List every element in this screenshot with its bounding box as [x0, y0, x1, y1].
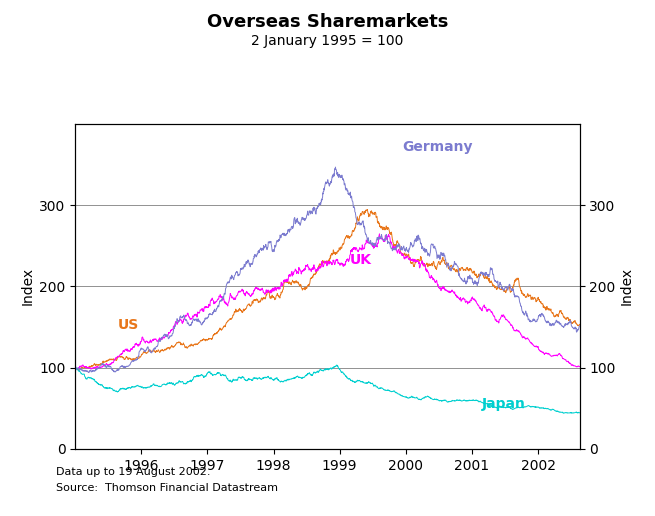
Text: Source:  Thomson Financial Datastream: Source: Thomson Financial Datastream	[56, 483, 278, 493]
Y-axis label: Index: Index	[21, 267, 35, 305]
Text: Japan: Japan	[481, 397, 525, 411]
Text: UK: UK	[349, 253, 371, 267]
Y-axis label: Index: Index	[620, 267, 634, 305]
Text: Overseas Sharemarkets: Overseas Sharemarkets	[207, 13, 448, 31]
Text: Data up to 19 August 2002.: Data up to 19 August 2002.	[56, 467, 210, 477]
Text: Germany: Germany	[402, 140, 473, 154]
Text: US: US	[118, 318, 140, 332]
Text: 2 January 1995 = 100: 2 January 1995 = 100	[252, 34, 403, 47]
